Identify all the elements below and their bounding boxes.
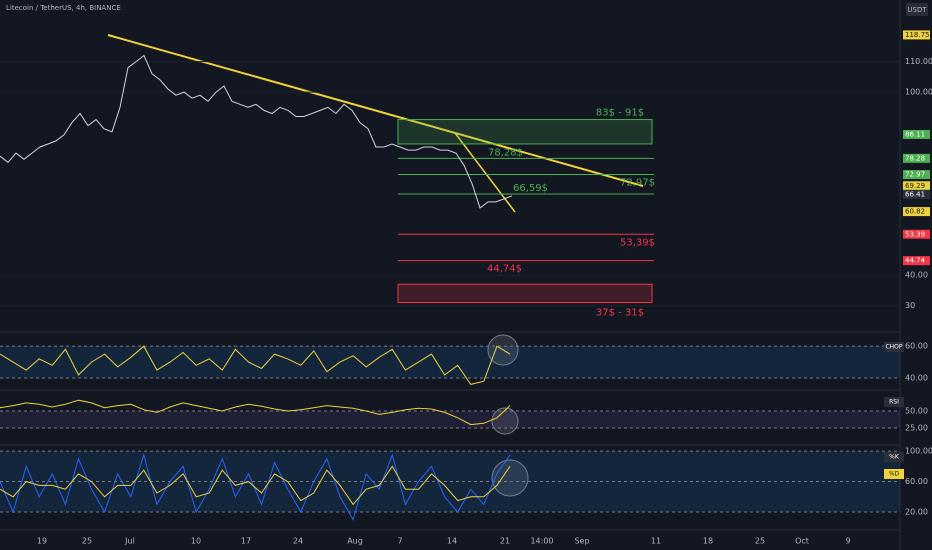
time-label: 11 [651,537,661,546]
time-label: Sep [574,537,589,546]
price-badge [903,181,930,191]
price-badge [903,153,930,163]
price-badge-label: 72.97 [905,171,925,179]
price-badge [903,207,930,217]
zone [397,119,653,145]
time-label: 14 [447,537,457,546]
zone [397,283,653,304]
price-badge [903,256,930,266]
highlight-circle [491,459,529,497]
indicator-name: %D [889,471,900,478]
price-tick-label: 60.00 [905,477,928,486]
price-badge [903,129,930,139]
price-badge-label: 60.82 [905,208,925,216]
time-label: 9 [845,537,850,546]
currency-label[interactable]: USDT [907,6,927,14]
level-label: 78,28$ [488,147,523,158]
indicator-badge [884,397,904,407]
plot: 19 25 Jul 10 17 24 Aug 7 14 21 14:00 Sep 11 18 25 Oct 9 3… [0,30,932,546]
price-tick-label: 50.00 [905,407,928,416]
time-label: Jul [124,537,135,546]
level-label: 44,74$ [487,264,522,275]
price-tick-label: 100.00 [905,88,932,97]
price-badge [903,30,930,40]
price-tick-label: 25.00 [905,424,928,433]
level-label: 53,39$ [620,237,655,248]
price-badge-label: 86.11 [905,130,925,138]
highlight-circle [491,407,519,435]
indicator-band [0,346,900,379]
price-badge [903,170,930,180]
indicator-name: RSI [889,399,899,406]
time-label: 25 [755,537,765,546]
indicator-line [0,453,511,521]
indicator-band [0,411,900,429]
price-tick-label: 40.00 [905,271,928,280]
indicator-line [0,465,511,506]
zone-label: 83$ - 91$ [596,108,644,119]
time-label: 21 [500,537,510,546]
price-badge-label: 53.39 [905,230,925,238]
price-badge-label: 118.75 [905,31,930,39]
indicator-line [0,399,511,426]
price-badge-label: 66.41 [905,191,925,199]
indicator-name: %K [889,454,900,461]
price-badge-label: 44.74 [905,257,926,265]
time-label: 24 [293,537,303,546]
price-badge-label: 78.28 [905,154,925,162]
indicator-badge [884,452,904,462]
level-label: 66,59$ [513,183,548,194]
time-label: 25 [82,537,92,546]
time-label: 18 [703,537,713,546]
time-label: 7 [397,537,402,546]
time-label: 17 [241,537,251,546]
price-tick-label: 100.00 [905,447,932,456]
price-tick-label: 30 [905,301,915,310]
time-label: 10 [191,537,201,546]
zone-label: 37$ - 31$ [596,308,644,319]
price-tick-label: 110.00 [905,57,932,66]
time-label: Oct [795,537,809,546]
time-label: Aug [347,537,363,546]
level-label: 72,97$ [620,178,655,189]
price-badge [903,229,930,239]
price-tick-label: 60.00 [905,342,928,351]
indicator-name: CHOP [885,344,902,351]
price-tick-label: 20.00 [905,508,928,517]
indicator-badge [884,342,904,352]
indicator-badge [884,469,904,479]
price-badge-label: 69.29 [905,182,925,190]
price-line [0,54,513,209]
time-label: 14:00 [530,537,553,546]
price-badge [903,190,930,200]
indicator-line [0,345,511,385]
price-tick-label: 40.00 [905,374,928,383]
symbol-title: Litecoin / TetherUS, 4h, BINANCE [6,4,121,12]
time-label: 19 [37,537,47,546]
currency-button[interactable] [906,3,928,16]
trendline [107,34,644,187]
